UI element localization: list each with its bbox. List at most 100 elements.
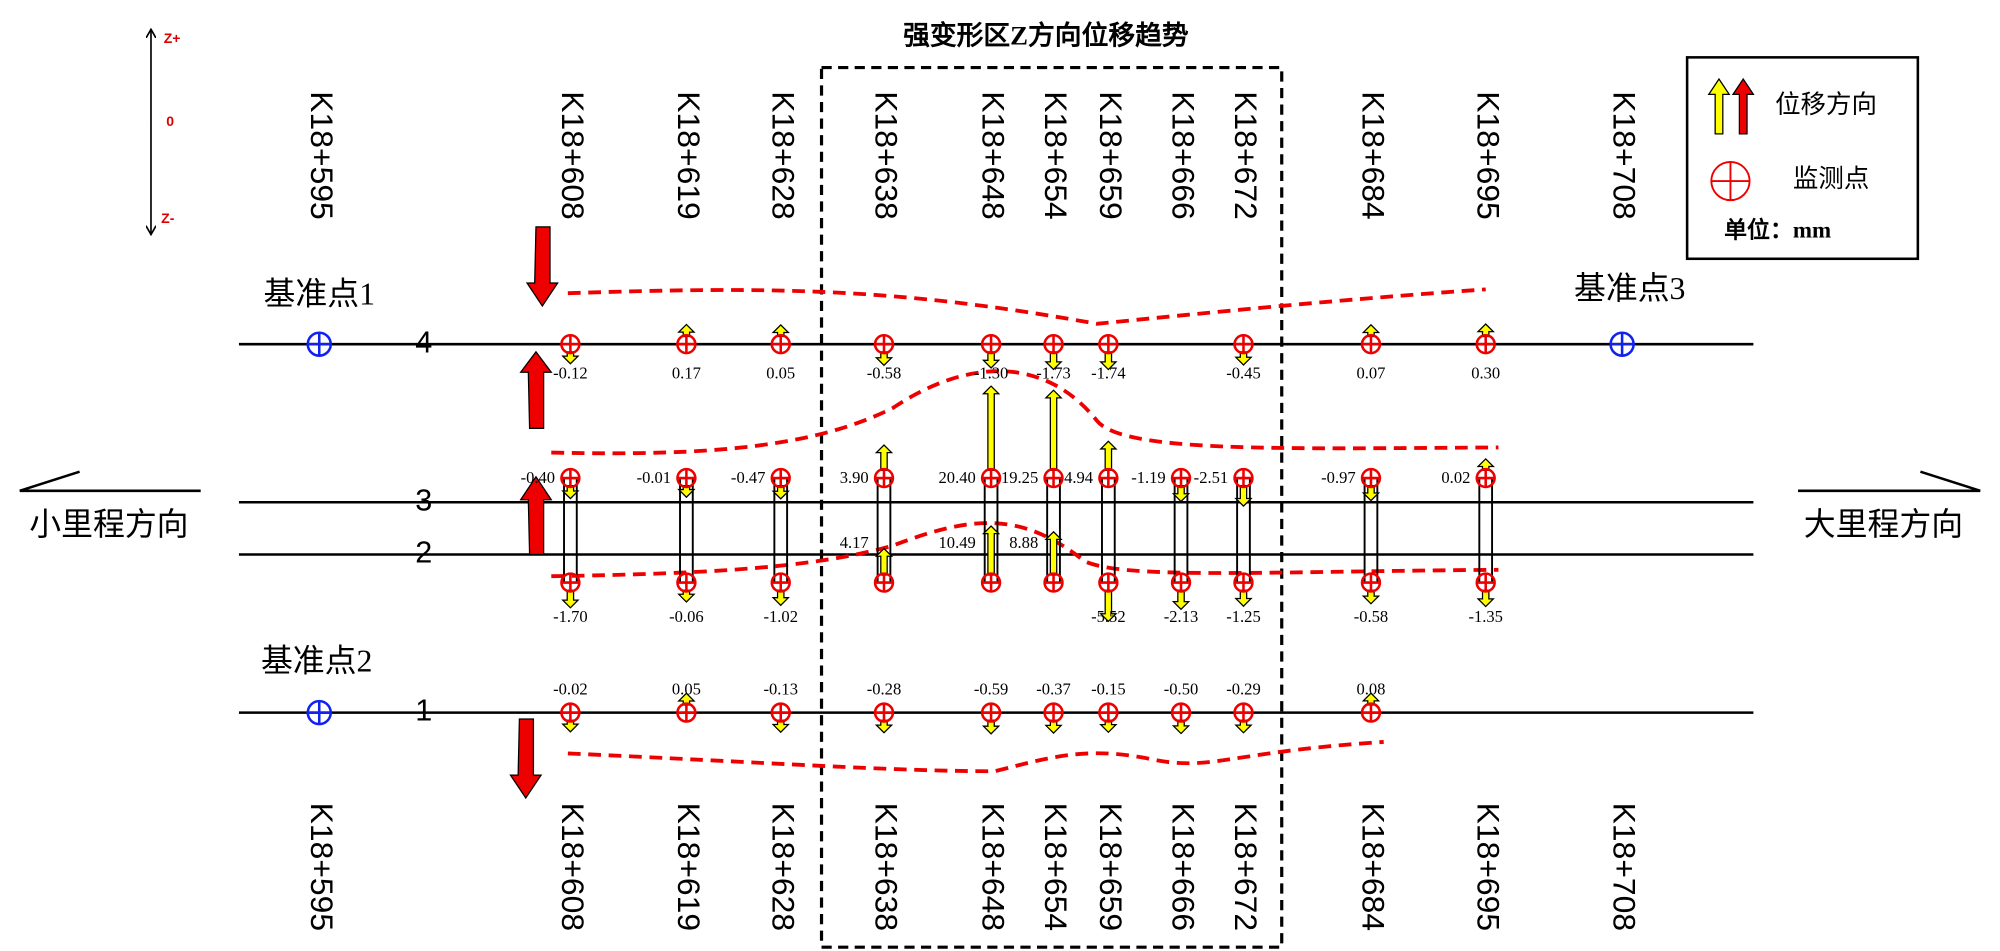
value-label: -0.06 bbox=[669, 607, 704, 626]
station-bottom: K18+695 bbox=[1470, 803, 1506, 931]
line-label: 2 bbox=[415, 536, 432, 570]
monitoring-cross bbox=[875, 469, 893, 487]
monitoring-point bbox=[1475, 572, 1496, 593]
monitoring-point bbox=[1233, 572, 1254, 593]
monitoring-point bbox=[676, 333, 697, 355]
title: 强变形区Z方向位移趋势 bbox=[903, 19, 1189, 50]
z-zero: 0 bbox=[166, 113, 174, 129]
monitoring-cross bbox=[1044, 573, 1063, 592]
legend-yellow-arrow bbox=[1707, 77, 1731, 135]
station-top: K18+619 bbox=[671, 91, 707, 219]
monitoring-cross bbox=[771, 573, 790, 592]
station-top: K18+648 bbox=[976, 91, 1012, 219]
value-label: -0.47 bbox=[731, 468, 766, 487]
station-bottom: K18+666 bbox=[1166, 803, 1202, 931]
legend-point bbox=[1710, 160, 1751, 202]
monitoring-point bbox=[676, 702, 697, 723]
monitoring-point bbox=[1233, 702, 1254, 723]
monitoring-point bbox=[873, 333, 895, 355]
value-label: 0.30 bbox=[1471, 364, 1500, 383]
line-label: 1 bbox=[415, 694, 432, 728]
monitoring-point bbox=[1475, 333, 1496, 355]
monitoring-point bbox=[873, 572, 895, 593]
monitoring-point bbox=[1043, 572, 1064, 593]
legend-red-arrow bbox=[1731, 77, 1755, 135]
reference-label: 基准点3 bbox=[1574, 271, 1686, 306]
monitoring-point bbox=[1170, 467, 1192, 489]
monitoring-cross bbox=[1362, 469, 1380, 487]
value-label: -1.30 bbox=[974, 364, 1009, 383]
monitoring-point bbox=[1360, 333, 1382, 355]
monitoring-cross bbox=[1099, 573, 1118, 592]
monitoring-point bbox=[1043, 333, 1064, 355]
value-label: -0.37 bbox=[1036, 680, 1071, 699]
monitoring-cross bbox=[561, 335, 580, 354]
value-label: -0.45 bbox=[1226, 364, 1261, 383]
displacement-arrow bbox=[1044, 389, 1063, 472]
monitoring-cross bbox=[771, 335, 790, 354]
monitoring-point bbox=[1043, 467, 1064, 489]
z-plus: Z+ bbox=[164, 30, 181, 46]
monitoring-cross bbox=[875, 573, 893, 592]
station-bottom: K18+654 bbox=[1038, 803, 1074, 931]
reference-label: 基准点2 bbox=[261, 643, 373, 678]
monitoring-cross bbox=[982, 573, 1001, 592]
monitoring-cross bbox=[982, 335, 1001, 354]
displacement-arrow bbox=[1234, 485, 1253, 508]
station-top: K18+654 bbox=[1038, 91, 1074, 219]
monitoring-point bbox=[676, 572, 697, 593]
value-label: -1.70 bbox=[553, 607, 588, 626]
monitoring-cross bbox=[677, 469, 696, 487]
displacement-arrow bbox=[1044, 530, 1063, 576]
value-label: -0.58 bbox=[1354, 607, 1389, 626]
monitoring-cross bbox=[771, 469, 790, 487]
monitoring-cross bbox=[561, 573, 580, 592]
monitoring-point bbox=[980, 467, 1002, 489]
reference-label: 基准点1 bbox=[263, 276, 375, 311]
monitoring-cross bbox=[1234, 703, 1253, 722]
value-label: -0.02 bbox=[553, 680, 588, 699]
left-direction: 小里程方向 bbox=[29, 507, 188, 542]
station-top: K18+608 bbox=[555, 91, 591, 219]
value-label: 0.05 bbox=[672, 680, 701, 699]
value-label: -1.74 bbox=[1091, 364, 1126, 383]
monitoring-cross bbox=[1044, 703, 1063, 722]
station-bottom: K18+708 bbox=[1607, 803, 1643, 931]
legend-point-label: 监测点 bbox=[1793, 164, 1869, 193]
station-bottom: K18+608 bbox=[555, 803, 591, 931]
displacement-arrow bbox=[1099, 589, 1118, 623]
displacement-arrow bbox=[561, 589, 580, 609]
monitoring-point bbox=[770, 467, 791, 489]
value-label: -0.50 bbox=[1164, 680, 1199, 699]
value-label: 10.49 bbox=[939, 533, 976, 552]
right-direction-arrow bbox=[1798, 470, 1981, 493]
rail bbox=[1478, 477, 1494, 584]
monitoring-cross bbox=[1099, 335, 1118, 354]
z-minus: Z- bbox=[161, 210, 175, 226]
monitoring-point bbox=[1170, 572, 1192, 593]
monitoring-cross bbox=[1099, 469, 1118, 487]
station-top: K18+695 bbox=[1470, 91, 1506, 219]
value-label: 3.90 bbox=[840, 468, 869, 487]
value-label: -0.01 bbox=[637, 468, 672, 487]
monitoring-point bbox=[770, 702, 791, 723]
monitoring-cross bbox=[1234, 469, 1253, 487]
value-label: 4.94 bbox=[1064, 468, 1094, 487]
value-label: -0.29 bbox=[1226, 680, 1261, 699]
monitoring-point bbox=[873, 702, 895, 723]
right-direction: 大里程方向 bbox=[1804, 507, 1963, 542]
monitoring-cross bbox=[1362, 335, 1380, 354]
monitoring-cross bbox=[1099, 703, 1118, 722]
value-label: -2.51 bbox=[1194, 468, 1229, 487]
monitoring-point bbox=[1098, 333, 1119, 355]
monitoring-point bbox=[560, 702, 581, 723]
dynamic-layer: K18+595 K18+595 K18+608 K18+608 K18+619 K18+6… bbox=[304, 91, 1643, 931]
left-direction-arrow bbox=[19, 470, 201, 493]
value-label: -0.40 bbox=[521, 468, 555, 487]
monitoring-cross bbox=[677, 703, 696, 722]
monitoring-point bbox=[1360, 702, 1382, 723]
station-top: K18+672 bbox=[1228, 91, 1264, 219]
monitoring-cross bbox=[875, 335, 893, 354]
